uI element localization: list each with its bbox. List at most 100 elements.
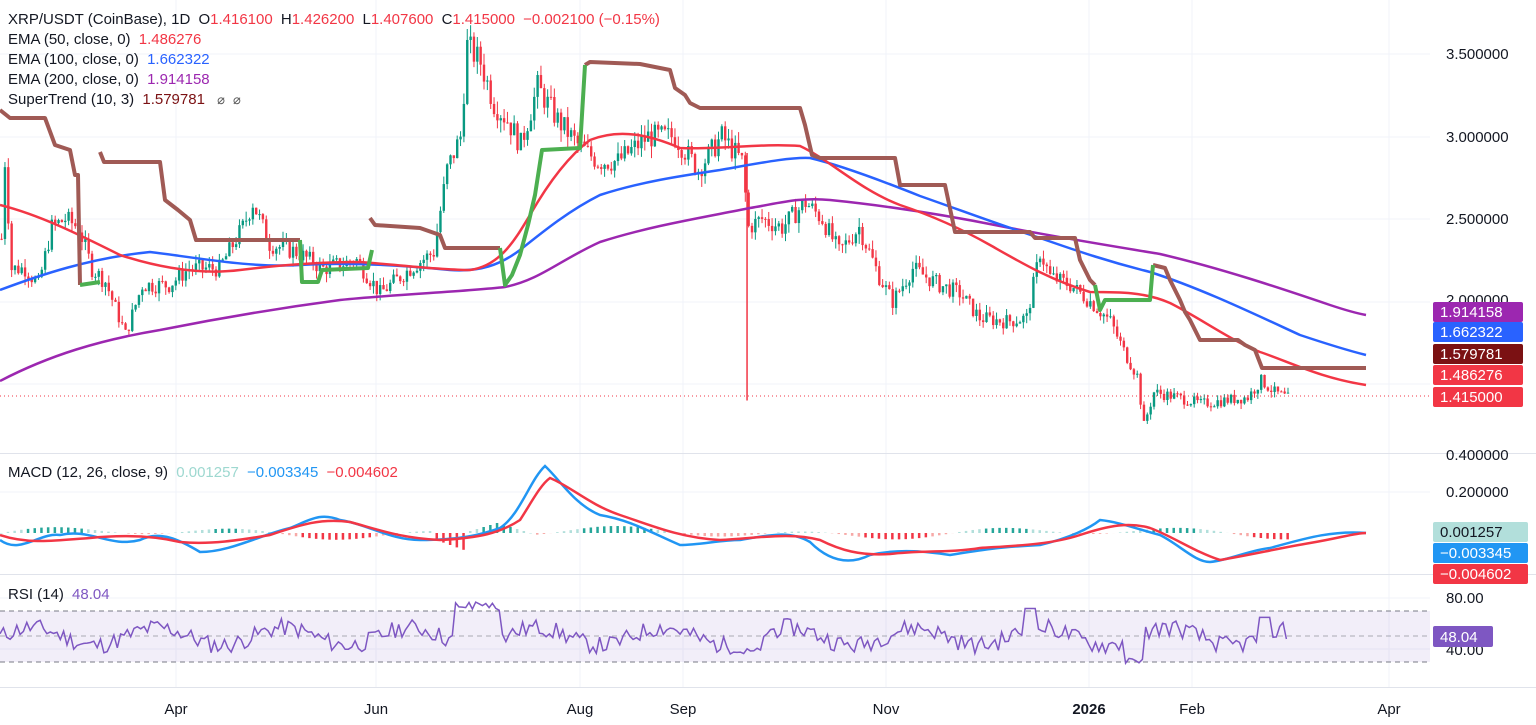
macd-hist-bar — [616, 526, 619, 533]
macd-hist-bar — [60, 527, 63, 533]
macd-hist-bar — [542, 533, 546, 534]
macd-hist-bar — [368, 533, 371, 538]
candle-body — [13, 265, 17, 271]
candle-body — [1146, 414, 1149, 421]
candle-body — [553, 97, 556, 123]
symbol-row[interactable]: XRP/USDT (CoinBase), 1D O1.416100 H1.426… — [8, 10, 664, 30]
price-tag-value: 1.914158 — [1440, 304, 1503, 321]
rsi-tags: 48.04 — [1433, 626, 1493, 647]
candle-body — [1012, 321, 1015, 327]
macd-hist-bar — [26, 528, 30, 533]
time-axis[interactable]: Apr Jun Aug Sep Nov 2026 Feb Apr — [164, 701, 1400, 718]
macd-hist-bar — [67, 527, 70, 533]
candle-body — [54, 219, 57, 224]
candle-body — [1286, 392, 1290, 394]
candle-body — [657, 124, 660, 130]
ema50-legend[interactable]: EMA (50, close, 0) 1.486276 — [8, 30, 664, 50]
candle-body — [425, 253, 429, 260]
macd-hist-bar — [509, 527, 512, 533]
candle-body — [1136, 373, 1139, 375]
supertrend-legend[interactable]: SuperTrend (10, 3) 1.579781 ⌀ ⌀ — [8, 90, 664, 110]
macd-hist-bar — [623, 526, 626, 533]
macd-axis[interactable]: 0.200000 — [1446, 484, 1509, 501]
candle-body — [744, 155, 747, 193]
candle-body — [271, 250, 275, 254]
pane-separators[interactable] — [0, 453, 1536, 688]
macd-hist-bar — [1286, 533, 1289, 540]
macd-hist-value: 0.001257 — [176, 464, 239, 481]
candle-body — [1216, 400, 1219, 407]
macd-signal-value: −0.004602 — [326, 464, 398, 481]
macd-hist-bar — [703, 533, 706, 537]
candle-body — [754, 218, 757, 233]
macd-hist-bar — [522, 531, 526, 533]
macd-hist-bar — [134, 533, 137, 534]
candle-body — [1122, 340, 1126, 348]
candle-body — [255, 207, 258, 215]
candle-body — [563, 117, 566, 131]
time-tick-label: Nov — [873, 701, 900, 718]
macd-hist-bar — [1199, 529, 1202, 533]
candle-body — [141, 289, 144, 296]
candle-body — [251, 207, 255, 220]
rsi-label: RSI (14) — [8, 586, 64, 603]
macd-hist-bar — [187, 531, 191, 533]
rsi-legend[interactable]: RSI (14) 48.04 — [8, 585, 114, 605]
macd-hist-bar — [33, 528, 36, 533]
candle-body — [157, 280, 161, 294]
candle-body — [164, 281, 167, 288]
eye-off-icon[interactable]: ⌀ — [217, 92, 225, 107]
macd-hist-bar — [0, 533, 3, 534]
candle-body — [858, 226, 861, 235]
macd-tag-value: −0.004602 — [1440, 566, 1511, 583]
candle-body — [161, 280, 164, 282]
candle-body — [234, 244, 238, 248]
candle-body — [335, 258, 338, 260]
candle-body — [881, 284, 884, 288]
ema100-legend[interactable]: EMA (100, close, 0) 1.662322 — [8, 50, 664, 70]
ema200-legend[interactable]: EMA (200, close, 0) 1.914158 — [8, 70, 664, 90]
eye-off-icon[interactable]: ⌀ — [232, 92, 241, 107]
price-tag-bg — [1433, 344, 1523, 364]
candle-body — [1018, 322, 1022, 324]
macd-hist-bar — [1212, 530, 1216, 533]
candle-body — [435, 232, 439, 257]
macd-hist-bar — [944, 533, 948, 535]
candle-body — [1176, 393, 1179, 395]
candle-body — [395, 274, 399, 277]
macd-hist-bar — [737, 533, 740, 536]
candle-body — [224, 256, 228, 260]
macd-hist-bar — [723, 533, 727, 537]
candle-body — [378, 285, 382, 295]
candle-body — [305, 250, 308, 257]
macd-hist-bar — [1045, 530, 1048, 533]
macd-hist-bar — [1038, 530, 1041, 533]
macd-hist-bar — [261, 530, 264, 533]
candle-body — [660, 126, 663, 130]
candle-body — [506, 122, 509, 124]
ema100-value: 1.662322 — [147, 51, 210, 68]
macd-tag-bg — [1433, 522, 1528, 542]
candle-body — [94, 276, 97, 278]
rsi-tag-value: 48.04 — [1440, 629, 1478, 646]
candle-body — [476, 46, 479, 62]
candle-body — [526, 131, 529, 140]
candle-body — [791, 206, 794, 212]
candle-body — [707, 146, 710, 164]
candle-body — [84, 239, 87, 242]
candle-body — [1280, 391, 1283, 393]
candle-body — [1092, 301, 1095, 312]
candle-body — [576, 135, 579, 144]
candle-body — [23, 267, 27, 277]
candle-body — [1139, 373, 1142, 405]
macd-hist-bar — [482, 527, 485, 533]
macd-hist-bar — [810, 531, 814, 533]
macd-hist-bar — [750, 533, 753, 535]
candle-body — [1152, 392, 1156, 407]
symbol-title[interactable]: XRP/USDT (CoinBase), 1D — [8, 11, 191, 28]
macd-legend[interactable]: MACD (12, 26, close, 9) 0.001257 −0.0033… — [8, 463, 402, 483]
candle-body — [40, 269, 43, 277]
